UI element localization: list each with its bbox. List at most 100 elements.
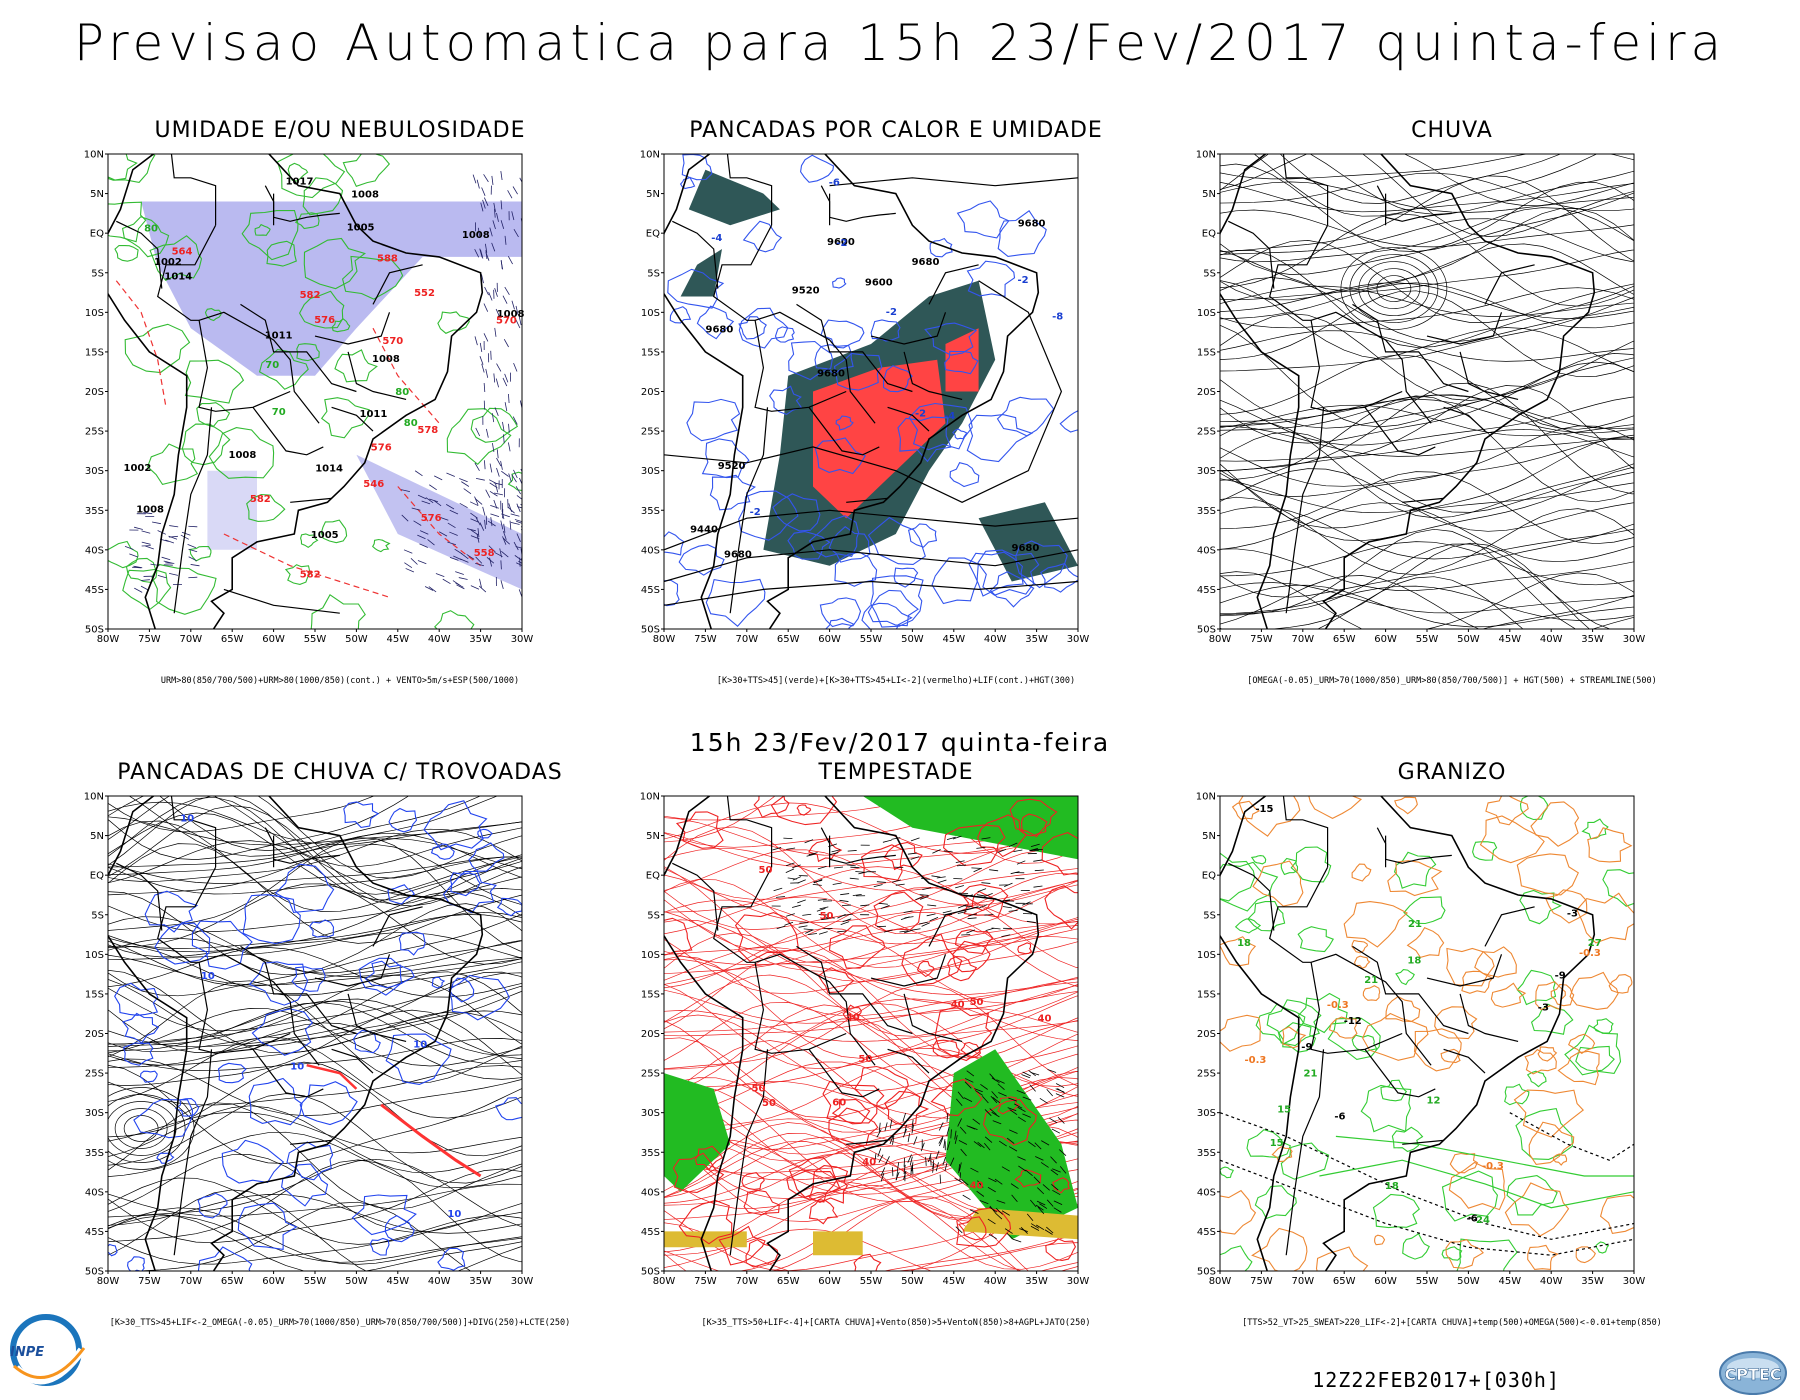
contour-label: 40 [846,1013,860,1024]
lat-tick-label: 5S [91,910,104,921]
lat-tick-label: 40S [641,1187,660,1198]
lat-tick-label: 10N [84,150,104,161]
lat-tick-label: 15S [1197,989,1216,1000]
lon-tick-label: 40W [428,634,451,645]
contour-label: -9 [1301,1042,1312,1053]
lon-tick-label: 35W [1581,1276,1604,1287]
lon-tick-label: 50W [1457,634,1480,645]
panel-trovoadas: PANCADAS DE CHUVA C/ TROVOADAS 10 10 10 10 1… [60,760,620,1380]
lat-tick-label: 25S [641,427,660,438]
lon-tick-label: 30W [1623,634,1646,645]
lon-tick-label: 65W [221,1276,244,1287]
lat-tick-label: 5S [1203,268,1216,279]
contour-label: -2 [886,307,897,318]
contour-label: 50 [858,1054,872,1065]
lon-tick-label: 50W [901,1276,924,1287]
lat-tick-label: 30S [641,466,660,477]
lat-tick-label: 10S [641,950,660,961]
panel-chuva: CHUVA 10N 5N EQ 5S 10S 15S 20S 25S 30S 35S 40S 45S 5… [1172,118,1732,738]
lon-tick-label: 30W [511,634,534,645]
panel-title: TEMPESTADE [818,760,974,785]
contour-label: 1008 [462,230,490,241]
lat-tick-label: EQ [1202,871,1216,882]
lat-tick-label: 40S [1197,545,1216,556]
lon-tick-label: 60W [818,1276,841,1287]
contour-label: 50 [762,1098,776,1109]
lon-tick-label: 70W [179,1276,202,1287]
lat-tick-label: 40S [641,545,660,556]
contour-label: 9520 [718,461,746,472]
lon-tick-label: 65W [1333,1276,1356,1287]
lat-tick-label: 25S [641,1069,660,1080]
lon-tick-label: 65W [777,634,800,645]
contour-label: 558 [474,548,495,559]
contour-label: 9680 [912,257,940,268]
contour-label: 1008 [229,450,257,461]
contour-label: -4 [711,233,722,244]
contour-label: 9680 [724,549,752,560]
lon-tick-label: 35W [1025,634,1048,645]
contour-label: 1002 [124,463,152,474]
contour-label: 570 [496,315,517,326]
cptec-logo: CPTEC [1719,1351,1787,1395]
contour-label: -2 [750,507,761,518]
lon-tick-label: 55W [1416,634,1439,645]
lat-tick-label: 20S [1197,387,1216,398]
panel-title: PANCADAS POR CALOR E UMIDADE [689,118,1103,143]
contour-label: 576 [421,513,442,524]
contour-label: 12 [1427,1095,1441,1106]
lon-tick-label: 75W [138,1276,161,1287]
panel-title: CHUVA [1411,118,1493,143]
contour-label: 9680 [706,325,734,336]
lat-tick-label: 35S [641,506,660,517]
lat-tick-label: 15S [1197,347,1216,358]
lat-tick-label: 5N [90,189,104,200]
map-tempestade: 40 40 50 50 40 50 40 50 60 40 50 50 10N 5N EQ 5S 10S 15S 2… [640,792,1090,1288]
contour-label: -2 [836,238,847,249]
contour-label: -2 [915,409,926,420]
lon-tick-label: 70W [735,634,758,645]
contour-label: 10 [180,813,194,824]
contour-label: 40 [970,1181,984,1192]
lon-tick-label: 65W [777,1276,800,1287]
lon-tick-label: 80W [97,634,120,645]
lon-tick-label: 60W [262,1276,285,1287]
lat-tick-label: 25S [85,1069,104,1080]
contour-label: 80 [144,223,158,234]
contour-label: 27 [1588,938,1602,949]
panel-title: UMIDADE E/OU NEBULOSIDADE [154,118,526,143]
lat-tick-label: 40S [85,545,104,556]
contour-label: 1017 [286,177,314,188]
contour-label: 570 [382,336,403,347]
lon-tick-label: 80W [1209,634,1232,645]
lon-tick-label: 75W [694,634,717,645]
contour-label: 18 [1385,1181,1399,1192]
lat-tick-label: 20S [85,387,104,398]
lat-tick-label: EQ [646,871,660,882]
cptec-logo-text: CPTEC [1724,1365,1781,1384]
lat-tick-label: 30S [85,466,104,477]
lon-tick-label: 80W [1209,1276,1232,1287]
contour-label: 1002 [154,257,182,268]
lon-tick-label: 75W [694,1276,717,1287]
lon-tick-label: 60W [1374,1276,1397,1287]
panel-footer: [K>30+TTS>45](verde)+[K>30+TTS>45+LI<-2]… [716,676,1076,686]
lat-tick-label: 10N [1196,792,1216,803]
contour-label: 588 [377,254,398,265]
lat-tick-label: 30S [1197,466,1216,477]
lat-tick-label: 45S [85,585,104,596]
contour-label: 1011 [265,331,293,342]
contour-label: 40 [951,1000,965,1011]
lat-tick-label: 5N [646,189,660,200]
panel-footer: [K>30_TTS>45+LIF<-2_OMEGA(-0.05)_URM>70(… [109,1318,571,1328]
lat-tick-label: 10N [640,792,660,803]
contour-label: 9680 [1012,543,1040,554]
contour-label: -9 [1555,971,1566,982]
lat-tick-label: 10N [84,792,104,803]
lat-tick-label: 50S [1197,1267,1216,1278]
lon-tick-label: 50W [345,634,368,645]
lat-tick-label: 50S [1197,625,1216,636]
lat-tick-label: 50S [641,625,660,636]
contour-label: -0.3 [1327,1000,1349,1011]
